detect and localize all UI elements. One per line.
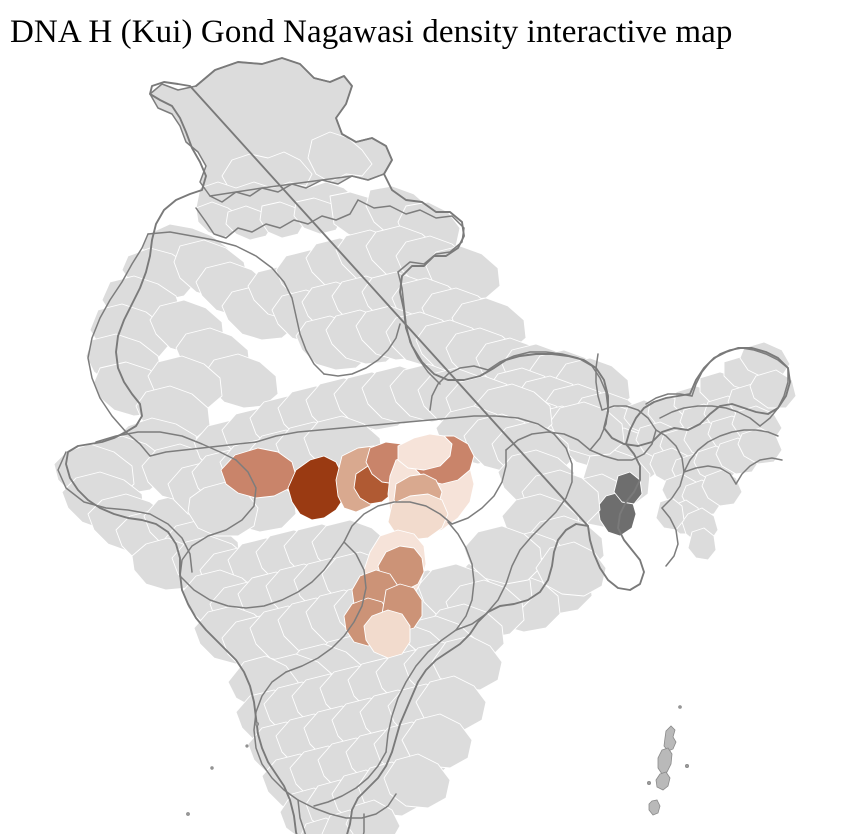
district-mid-pale[interactable] [388, 494, 448, 540]
andaman-dot-north [679, 706, 682, 709]
india-choropleth-map[interactable] [0, 56, 845, 834]
lakshadweep-dot-1 [255, 722, 258, 725]
little-andaman-island [649, 800, 660, 815]
highlighted-districts-layer[interactable] [221, 434, 474, 658]
district-north-pale-strip[interactable] [398, 434, 452, 470]
map-container[interactable] [0, 56, 845, 834]
lakshadweep-dot-4 [187, 813, 190, 816]
lakshadweep-dot-2 [246, 745, 248, 747]
page-title: DNA H (Kui) Gond Nagawasi density intera… [10, 14, 733, 50]
district-west-adjacent[interactable] [221, 448, 296, 498]
andaman-dot-west [647, 781, 650, 784]
map-base-layer [54, 58, 796, 834]
lakshadweep-dot-3 [211, 767, 214, 770]
andaman-dot-east [685, 764, 688, 767]
district-darkest-core[interactable] [288, 456, 348, 520]
andaman-middle-island [658, 748, 672, 774]
andaman-south-island [656, 772, 670, 790]
district-lowest-pale-tail[interactable] [364, 610, 410, 658]
islands-layer [187, 706, 689, 834]
national-boundary-layer [66, 58, 790, 834]
andaman-north-island [664, 726, 676, 751]
